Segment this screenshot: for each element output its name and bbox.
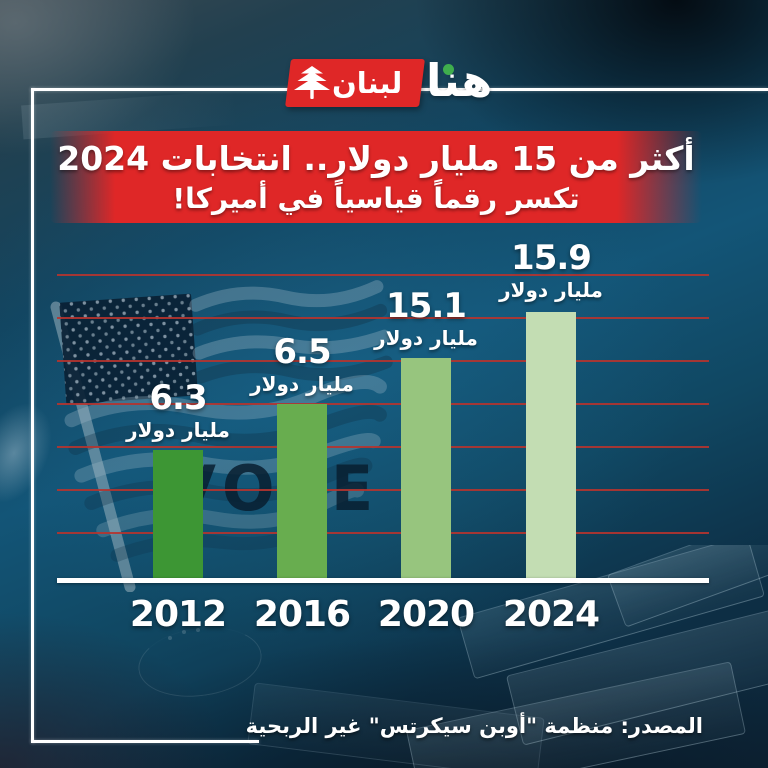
bar-value: 6.3 xyxy=(149,378,207,418)
gridline xyxy=(57,532,709,534)
frame-border-left xyxy=(31,88,34,743)
gridline xyxy=(57,360,709,362)
axis-baseline xyxy=(57,578,709,583)
watermark-dot xyxy=(196,628,200,632)
bar-2020 xyxy=(401,358,451,583)
bar-unit: مليار دولار xyxy=(126,418,230,442)
year-label-2016: 2016 xyxy=(253,594,351,635)
brand-word-hona: هنا xyxy=(426,54,493,107)
year-label-2012: 2012 xyxy=(129,594,227,635)
bar-label-2016: 6.5 مليار دولار xyxy=(227,332,377,396)
year-label-2024: 2024 xyxy=(502,594,600,635)
title-banner: أكثر من 15 مليار دولار.. انتخابات 2024 ت… xyxy=(50,131,702,223)
year-label-2020: 2020 xyxy=(377,594,475,635)
brand-word-lebanon: لبنان xyxy=(332,66,403,100)
bar-label-2012: 6.3 مليار دولار xyxy=(103,378,253,442)
frame-border-bottom xyxy=(31,740,259,743)
bar-label-2020: 15.1 مليار دولار xyxy=(351,286,501,350)
bar-unit: مليار دولار xyxy=(499,278,603,302)
bar-value: 6.5 xyxy=(273,332,331,372)
bar-2016 xyxy=(277,404,327,583)
title-line1: أكثر من 15 مليار دولار.. انتخابات 2024 xyxy=(57,139,695,178)
bar-unit: مليار دولار xyxy=(250,372,354,396)
gridline xyxy=(57,274,709,276)
brand-logo: لبنان هنا xyxy=(285,54,498,112)
bar-unit: مليار دولار xyxy=(374,326,478,350)
cedar-tree-icon xyxy=(294,66,330,99)
bar-2024 xyxy=(526,312,576,583)
gridline xyxy=(57,317,709,319)
brand-green-dot xyxy=(443,64,454,75)
bar-value: 15.1 xyxy=(386,286,467,326)
source-text: المصدر: منظمة "أوبن سيكرتس" غير الربحية xyxy=(245,714,703,738)
gridline xyxy=(57,403,709,405)
bar-value: 15.9 xyxy=(511,238,592,278)
bar-2012 xyxy=(153,450,203,583)
gridline xyxy=(57,489,709,491)
gridline xyxy=(57,446,709,448)
bar-label-2024: 15.9 مليار دولار xyxy=(476,238,626,302)
watermark-dot xyxy=(182,630,186,634)
title-line2: تكسر رقماً قياسياً في أميركا! xyxy=(172,182,580,215)
watermark-dot xyxy=(168,636,172,640)
brand-red-box: لبنان xyxy=(285,59,425,107)
